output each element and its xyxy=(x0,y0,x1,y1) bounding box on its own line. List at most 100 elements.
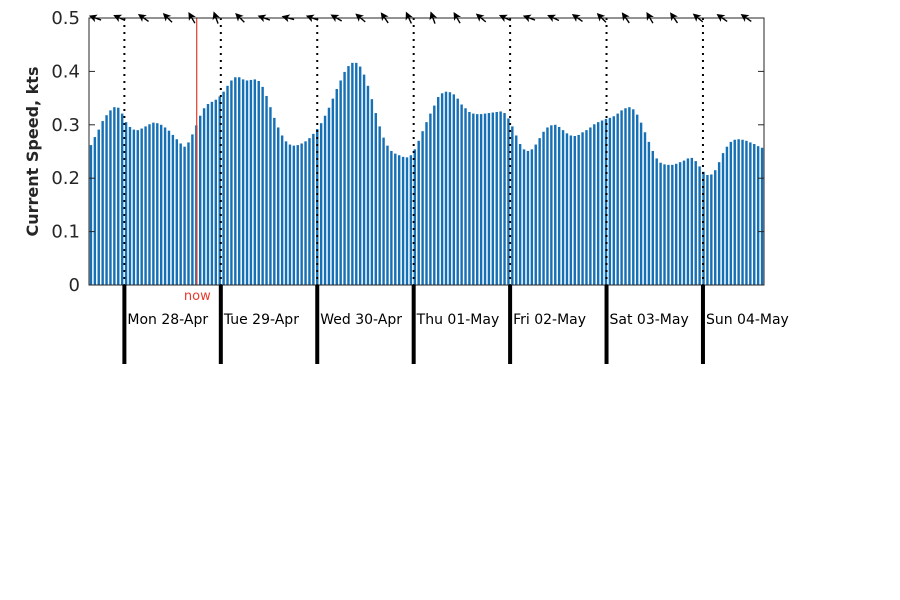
bar xyxy=(725,146,729,285)
bar xyxy=(249,79,253,285)
bar xyxy=(573,136,576,285)
bar xyxy=(546,127,549,285)
bar xyxy=(671,164,674,285)
bar xyxy=(433,105,436,285)
bar xyxy=(518,144,522,285)
bar xyxy=(284,141,288,285)
bar xyxy=(675,163,678,285)
bar xyxy=(577,134,580,285)
bar xyxy=(682,160,686,285)
bar xyxy=(491,112,495,286)
day-label: Mon 28-Apr xyxy=(127,312,208,328)
bar xyxy=(401,156,405,285)
y-axis-label: Current Speed, kts xyxy=(23,67,42,237)
bar xyxy=(542,131,545,285)
bar xyxy=(522,149,526,285)
bar xyxy=(515,135,518,285)
bar xyxy=(323,115,327,285)
bar xyxy=(647,141,651,285)
bar-series xyxy=(89,62,764,286)
direction-arrow xyxy=(305,14,319,23)
bar xyxy=(312,133,315,285)
bar xyxy=(355,62,358,285)
bar xyxy=(210,101,214,285)
direction-arrow xyxy=(453,11,462,24)
bar xyxy=(300,143,303,285)
bar xyxy=(495,111,498,285)
bar xyxy=(756,146,760,285)
y-tick-label: 0.4 xyxy=(51,61,80,82)
bar xyxy=(191,134,194,285)
direction-arrow xyxy=(692,13,704,23)
bar xyxy=(397,155,401,285)
bar xyxy=(425,122,428,285)
day-label: Sat 03-May xyxy=(610,312,689,328)
bar xyxy=(659,162,662,285)
bar xyxy=(745,140,748,285)
bar xyxy=(370,99,374,285)
y-tick-label: 0.3 xyxy=(51,115,80,136)
day-label: Sun 04-May xyxy=(706,312,789,328)
day-label: Tue 29-Apr xyxy=(223,312,299,328)
bar xyxy=(714,170,717,285)
bar xyxy=(175,139,178,285)
bar xyxy=(222,91,225,285)
direction-arrow xyxy=(498,14,512,23)
bar xyxy=(624,108,627,285)
bar xyxy=(339,80,342,285)
day-label: Thu 01-May xyxy=(416,312,500,328)
bar xyxy=(132,129,136,285)
direction-arrow xyxy=(257,14,271,23)
day-label: Fri 02-May xyxy=(513,312,586,328)
bar xyxy=(612,116,615,285)
bar xyxy=(534,144,537,285)
bar xyxy=(202,108,206,285)
direction-arrow xyxy=(621,12,630,24)
bar xyxy=(347,66,350,285)
bar xyxy=(753,144,756,285)
bar xyxy=(530,149,534,285)
bar xyxy=(585,130,588,285)
bar xyxy=(144,126,147,286)
day-label: Wed 30-Apr xyxy=(320,312,402,328)
direction-arrow xyxy=(212,11,221,24)
direction-arrow xyxy=(380,12,389,24)
bar xyxy=(698,166,701,285)
bar xyxy=(265,95,268,286)
bar xyxy=(733,139,736,285)
bar xyxy=(230,80,233,285)
bar xyxy=(97,129,100,285)
bar xyxy=(159,124,163,285)
bar xyxy=(331,98,335,285)
bar xyxy=(366,85,370,285)
bar xyxy=(429,113,432,285)
bar xyxy=(678,162,682,285)
y-axis-ticks: 0 0.1 0.2 0.3 0.4 0.5 xyxy=(51,8,764,296)
bar xyxy=(499,111,502,285)
bar xyxy=(464,108,467,285)
day-dotted-lines xyxy=(123,18,704,285)
bar xyxy=(417,140,420,285)
bar xyxy=(390,150,393,285)
direction-arrow xyxy=(355,13,366,23)
bar xyxy=(663,164,666,285)
direction-arrow xyxy=(522,14,536,23)
direction-arrow xyxy=(429,11,438,24)
bar xyxy=(304,141,307,285)
direction-arrow xyxy=(716,13,728,23)
bar xyxy=(600,120,604,285)
bar xyxy=(596,122,600,285)
direction-arrow xyxy=(113,14,126,23)
direction-arrow xyxy=(670,12,679,24)
bar xyxy=(507,118,510,285)
bar xyxy=(437,97,440,285)
bar xyxy=(105,115,108,285)
bar xyxy=(690,157,694,285)
y-tick-label: 0 xyxy=(69,275,80,296)
bar xyxy=(226,85,229,285)
bar xyxy=(187,142,190,285)
bar xyxy=(526,150,530,285)
bar xyxy=(245,80,249,285)
day-separator-lines xyxy=(122,285,705,364)
